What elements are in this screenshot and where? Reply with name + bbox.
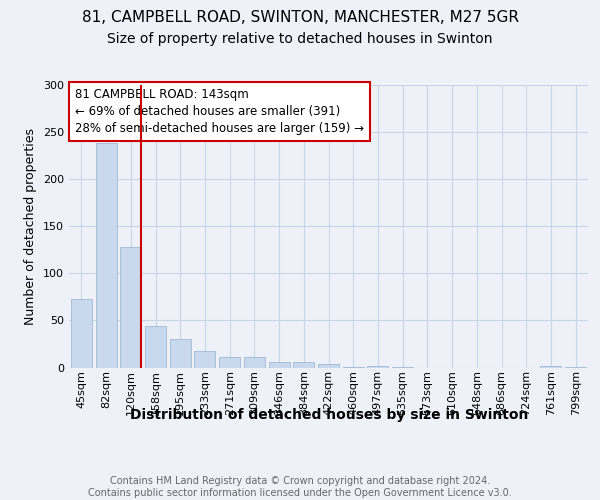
Bar xyxy=(219,357,240,368)
Text: Distribution of detached houses by size in Swinton: Distribution of detached houses by size … xyxy=(130,408,528,422)
Bar xyxy=(194,352,215,368)
Text: Size of property relative to detached houses in Swinton: Size of property relative to detached ho… xyxy=(107,32,493,46)
Text: Contains HM Land Registry data © Crown copyright and database right 2024.
Contai: Contains HM Land Registry data © Crown c… xyxy=(88,476,512,498)
Bar xyxy=(120,247,141,368)
Bar xyxy=(367,366,388,368)
Bar xyxy=(145,326,166,368)
Bar xyxy=(170,339,191,368)
Y-axis label: Number of detached properties: Number of detached properties xyxy=(25,128,37,325)
Text: 81, CAMPBELL ROAD, SWINTON, MANCHESTER, M27 5GR: 81, CAMPBELL ROAD, SWINTON, MANCHESTER, … xyxy=(82,10,518,25)
Bar xyxy=(392,366,413,368)
Bar xyxy=(293,362,314,368)
Bar xyxy=(244,357,265,368)
Bar xyxy=(318,364,339,368)
Text: 81 CAMPBELL ROAD: 143sqm
← 69% of detached houses are smaller (391)
28% of semi-: 81 CAMPBELL ROAD: 143sqm ← 69% of detach… xyxy=(75,88,364,135)
Bar xyxy=(71,299,92,368)
Bar xyxy=(95,144,116,368)
Bar xyxy=(541,366,562,368)
Bar xyxy=(343,366,364,368)
Bar xyxy=(565,366,586,368)
Bar xyxy=(269,362,290,368)
